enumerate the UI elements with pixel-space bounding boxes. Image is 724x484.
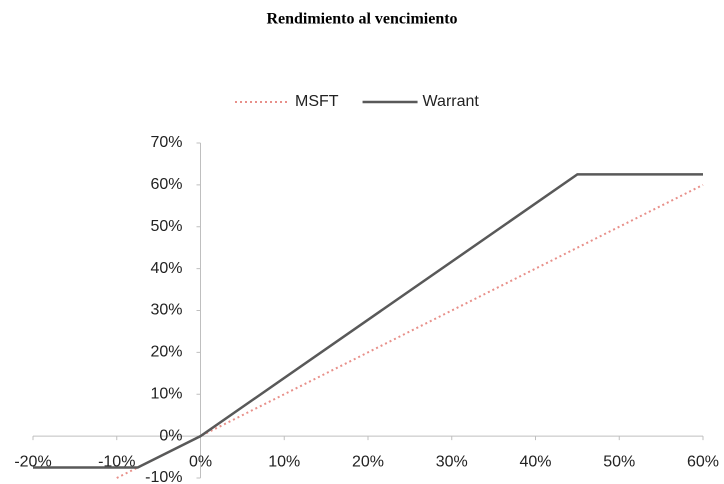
- y-tick-label: 40%: [150, 260, 182, 277]
- y-tick-label: 20%: [150, 344, 182, 361]
- x-tick-label: 20%: [352, 453, 384, 470]
- x-tick-label: 30%: [436, 453, 468, 470]
- legend-label: Warrant: [423, 93, 480, 110]
- y-tick-label: 70%: [150, 134, 182, 151]
- y-tick-label: 10%: [150, 385, 182, 402]
- y-tick-label: 60%: [150, 176, 182, 193]
- y-tick-label: 0%: [159, 427, 182, 444]
- x-tick-label: 10%: [268, 453, 300, 470]
- x-tick-label: -10%: [98, 453, 135, 470]
- line-series: [33, 173, 703, 469]
- y-tick-label: 50%: [150, 218, 182, 235]
- line-series: [116, 183, 704, 479]
- y-tick-label: -10%: [145, 469, 182, 484]
- chart-title: Rendimiento al vencimiento: [266, 11, 457, 28]
- y-tick-label: 30%: [150, 302, 182, 319]
- x-tick-label: 40%: [519, 453, 551, 470]
- x-tick-label: 50%: [603, 453, 635, 470]
- x-tick-label: -20%: [14, 453, 51, 470]
- legend-label: MSFT: [295, 93, 339, 110]
- x-tick-label: 0%: [189, 453, 212, 470]
- x-tick-label: 60%: [687, 453, 719, 470]
